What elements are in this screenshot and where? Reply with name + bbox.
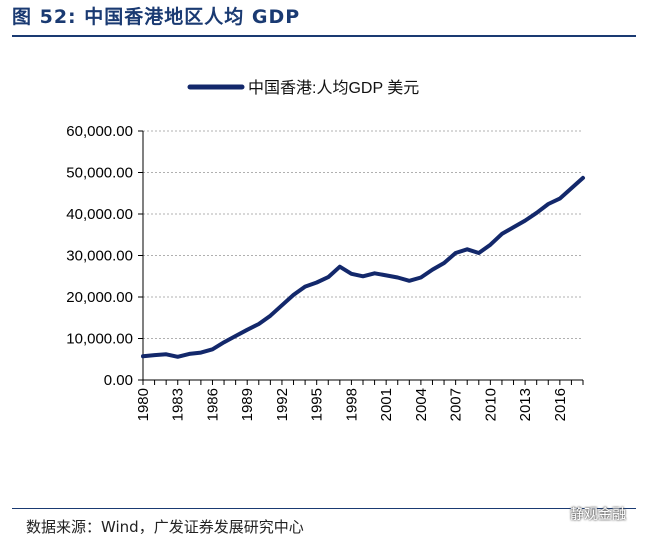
data-point <box>535 211 539 215</box>
data-point <box>234 334 238 338</box>
data-point <box>569 186 573 190</box>
data-point <box>349 272 353 276</box>
title-rule <box>12 35 636 37</box>
data-point <box>280 303 284 307</box>
data-point <box>488 243 492 247</box>
legend: 中国香港:人均GDP 美元 <box>187 79 419 97</box>
legend-label: 中国香港:人均GDP 美元 <box>248 79 419 97</box>
x-tick-label: 2016 <box>552 388 569 421</box>
data-point <box>442 261 446 265</box>
data-point <box>384 273 388 277</box>
data-point <box>315 280 319 284</box>
x-tick-label: 2010 <box>482 388 499 421</box>
data-point <box>373 271 377 275</box>
x-tick-label: 2013 <box>517 388 534 421</box>
data-point <box>153 353 157 357</box>
data-point <box>187 352 191 356</box>
gridlines <box>143 130 583 339</box>
data-point <box>303 285 307 289</box>
data-point <box>477 251 481 255</box>
y-tick-label: 10,000.00 <box>66 331 133 348</box>
x-tick-label: 1983 <box>170 388 187 421</box>
data-point <box>396 275 400 279</box>
data-point <box>558 197 562 201</box>
watermark: 静观金融 <box>570 507 626 523</box>
data-point <box>500 232 504 236</box>
figure-title: 图 52: 中国香港地区人均 GDP <box>12 6 301 28</box>
y-tick-label: 30,000.00 <box>66 248 133 265</box>
data-point <box>326 275 330 279</box>
line-chart: 0.00 10,000.00 20,000.00 30,000.00 40,000.00… <box>66 79 585 421</box>
axes <box>142 131 583 381</box>
data-point <box>268 314 272 318</box>
series-group <box>141 175 585 359</box>
y-tick-label: 0.00 <box>104 372 133 389</box>
source-note: 数据来源：Wind，广发证券发展研究中心 <box>26 518 304 536</box>
x-tick-label: 2004 <box>413 388 430 421</box>
x-tick-label: 1995 <box>309 388 326 421</box>
data-point <box>222 340 226 344</box>
data-point <box>141 354 145 358</box>
data-point <box>176 355 180 359</box>
y-tick-label: 50,000.00 <box>66 165 133 182</box>
x-tick-label: 1998 <box>343 388 360 421</box>
data-point <box>430 268 434 272</box>
data-point <box>581 176 585 180</box>
data-point <box>454 251 458 255</box>
data-point <box>512 225 516 229</box>
data-point <box>338 265 342 269</box>
data-point <box>210 347 214 351</box>
x-tick-label: 1986 <box>204 388 221 421</box>
x-tick-label: 1992 <box>274 388 291 421</box>
data-point <box>546 202 550 206</box>
y-tick-label: 40,000.00 <box>66 206 133 223</box>
x-tick-label: 2007 <box>448 388 465 421</box>
x-axis-ticks: 1980 1983 1986 1989 1992 1995 1998 2001 2004 2007… <box>135 380 584 421</box>
data-point <box>292 293 296 297</box>
data-point <box>245 328 249 332</box>
data-point <box>465 247 469 251</box>
x-tick-label: 2001 <box>378 388 395 421</box>
data-point <box>419 275 423 279</box>
data-point <box>407 279 411 283</box>
y-axis-ticks: 0.00 10,000.00 20,000.00 30,000.00 40,000.00… <box>66 123 143 389</box>
source-rule <box>12 508 636 509</box>
y-tick-label: 20,000.00 <box>66 289 133 306</box>
x-tick-label: 1980 <box>135 388 152 421</box>
data-point <box>199 351 203 355</box>
data-point <box>164 352 168 356</box>
data-point <box>257 322 261 326</box>
data-point <box>523 219 527 223</box>
series-line <box>141 175 585 359</box>
data-point <box>361 274 365 278</box>
x-tick-label: 1989 <box>239 388 256 421</box>
y-tick-label: 60,000.00 <box>66 123 133 140</box>
